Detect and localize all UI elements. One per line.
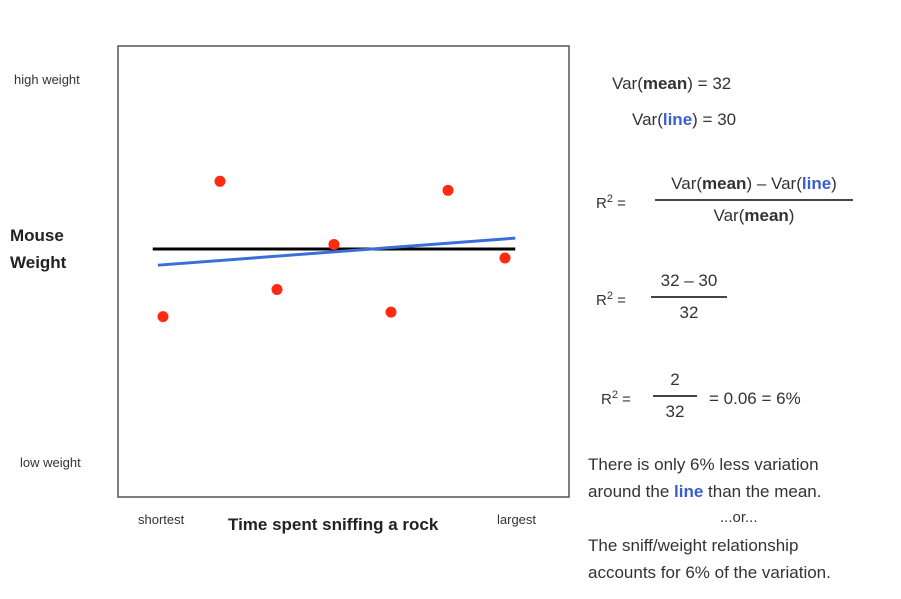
- fraction-bar: [655, 199, 853, 201]
- data-point: [328, 238, 340, 250]
- r2-result-fraction: 2 32: [653, 370, 697, 422]
- r2-numeric-fraction: 32 – 30 32: [651, 271, 727, 323]
- data-point: [214, 175, 226, 187]
- x-axis-label: Time spent sniffing a rock: [228, 515, 439, 534]
- fraction-bar: [651, 296, 727, 298]
- note-or: ...or...: [720, 509, 758, 526]
- var-mean-eq: Var(mean) = 32: [612, 74, 732, 93]
- r2-label-1: R2 =: [596, 193, 626, 212]
- data-point: [442, 184, 454, 196]
- r2-result: = 0.06 = 6%: [709, 389, 801, 408]
- r2-formula-fraction: Var(mean) – Var(line) Var(mean): [655, 174, 853, 226]
- numerator: 32 – 30: [660, 271, 718, 290]
- r2-label-3: R2 =: [601, 389, 631, 408]
- data-point: [157, 311, 169, 323]
- note-line-4: accounts for 6% of the variation.: [588, 563, 831, 582]
- denominator: 32: [665, 402, 685, 421]
- note-line-1: There is only 6% less variation: [588, 455, 819, 474]
- note-line-3: The sniff/weight relationship: [588, 536, 799, 555]
- data-point: [385, 306, 397, 318]
- var-line-eq: Var(line) = 30: [632, 110, 737, 129]
- r2-label-2: R2 =: [596, 290, 626, 309]
- note-line-2: around the line than the mean.: [588, 482, 822, 501]
- y-tick-high: high weight: [14, 72, 80, 87]
- fit-line: [157, 236, 516, 267]
- data-point: [499, 252, 511, 264]
- x-tick-low: shortest: [138, 512, 185, 527]
- y-tick-low: low weight: [20, 455, 81, 470]
- x-tick-high: largest: [497, 512, 537, 527]
- y-axis-label: Mouse Weight: [10, 226, 67, 272]
- denominator: Var(mean): [713, 206, 795, 225]
- plot-frame: [117, 45, 570, 498]
- data-point: [271, 284, 283, 296]
- numerator: 2: [670, 370, 680, 389]
- numerator: Var(mean) – Var(line): [671, 174, 837, 193]
- fraction-bar: [653, 395, 697, 397]
- denominator: 32: [679, 303, 699, 322]
